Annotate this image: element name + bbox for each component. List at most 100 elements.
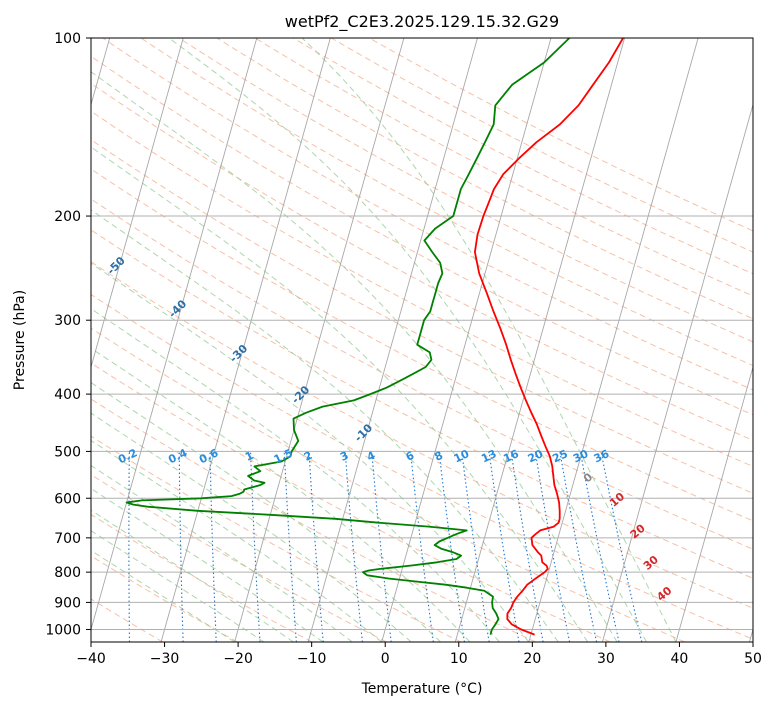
profile-series [125,38,624,636]
y-axis-ticks: 100 200 300 400 500 600 700 800 900 1000 [45,31,91,638]
y-tick-label: 100 [54,31,81,47]
dry-adiabat [91,362,611,642]
x-tick-label: −10 [297,651,327,667]
moist-adiabat [91,71,618,642]
mixing-ratio-line [579,451,620,642]
mixing-ratio-label: 36 [592,447,612,465]
mixing-ratio-label: 20 [526,447,546,465]
isotherm [160,38,331,642]
mixing-ratio-line [488,451,520,642]
isotherms [91,38,753,642]
dry-adiabat [292,38,753,275]
mixing-ratio-lines [128,451,643,642]
mixing-ratio-label: 1.5 [272,446,295,466]
dry-adiabat [91,398,536,642]
moist-adiabat [91,347,471,642]
dry-adiabat [140,38,753,367]
moist-adiabat [301,38,677,642]
isotherm [601,102,753,642]
isotherm [91,38,184,369]
dry-adiabat [91,55,753,416]
isotherm-label: -50 [105,254,128,277]
dry-adiabat [369,38,753,232]
isotherm-label: -20 [289,383,312,406]
mixing-ratio-label: 30 [571,447,591,465]
plot-frame [90,37,754,643]
moist-adiabat [91,412,412,642]
y-tick-label: 1000 [45,622,81,638]
x-tick-label: 30 [597,651,615,667]
dry-adiabat [178,38,753,343]
isotherm [91,38,258,632]
plot-area: 0.10.20.40.611.52346810131620253036-100-… [0,38,753,642]
dry-adiabat [216,38,753,320]
isotherm [234,38,405,642]
dry-adiabat [91,168,753,522]
y-tick-label: 900 [54,595,81,611]
dry-adiabat [91,513,313,642]
x-tick-label: −30 [150,651,180,667]
mixing-ratio-label: 25 [550,447,569,465]
moist-adiabat [91,487,324,642]
mixing-ratio-label: 0.2 [116,446,139,466]
dry-adiabat [91,293,753,640]
dry-adiabat [91,327,686,642]
x-tick-label: 40 [671,651,689,667]
moist-adiabat [91,464,353,642]
mixing-ratio-label: 13 [479,447,498,465]
mixing-ratio-line [209,451,217,642]
y-tick-label: 200 [54,209,81,225]
dry-adiabat-label: 30 [641,553,661,573]
moist-adiabat [91,262,530,642]
moist-adiabat [91,549,235,642]
x-tick-label: −20 [223,651,253,667]
isotherm [528,38,699,642]
mixing-ratio-label: 10 [452,447,472,465]
isotherm [675,365,753,642]
isotherm-label: -40 [166,297,189,320]
mixing-ratio-line [600,451,643,642]
moist-adiabat [91,530,265,642]
isotherm-label: -30 [227,342,250,365]
dry-adiabat [91,139,753,494]
mixing-ratio-label: 0.6 [197,446,220,466]
moist-adiabat [91,209,559,642]
x-tick-label: 0 [381,651,390,667]
moist-adiabat [91,509,294,642]
x-tick-label: 50 [744,651,762,667]
y-tick-label: 600 [54,491,81,507]
x-tick-label: 20 [523,651,541,667]
moist-adiabat [91,439,383,642]
dry-adiabat [91,261,753,609]
mixing-ratio-label: 16 [501,447,521,465]
isotherm [307,38,478,642]
y-tick-label: 400 [54,387,81,403]
dry-adiabat [331,38,753,253]
dry-adiabat [91,82,753,441]
y-tick-label: 800 [54,565,81,581]
isotherm [454,38,625,642]
y-tick-label: 300 [54,313,81,329]
isotherm [381,38,552,642]
mixing-ratio-line [344,451,363,642]
dry-adiabats [91,38,753,642]
mixing-ratio-line [128,451,131,642]
temperature-line [474,38,624,636]
dry-adiabat [91,474,387,642]
dry-adiabat [91,229,753,579]
x-tick-label: −40 [76,651,106,667]
x-axis-ticks: −40 −30 −20 −10 0 10 20 30 40 50 [76,642,762,667]
y-tick-label: 700 [54,531,81,547]
chart-title: wetPf2_C2E3.2025.129.15.32.G29 [285,12,559,32]
moist-adiabat [91,146,589,642]
mixing-ratio-line [371,451,392,642]
dry-adiabat-label: 40 [654,584,674,604]
mixing-ratio-label: 0.4 [166,446,189,466]
y-axis-label: Pressure (hPa) [12,290,28,390]
moist-adiabat [168,38,647,642]
x-axis-label: Temperature (°C) [361,681,483,697]
dry-adiabat [102,38,753,391]
dry-adiabat [254,38,753,297]
isotherm-label: -70 [0,167,5,190]
